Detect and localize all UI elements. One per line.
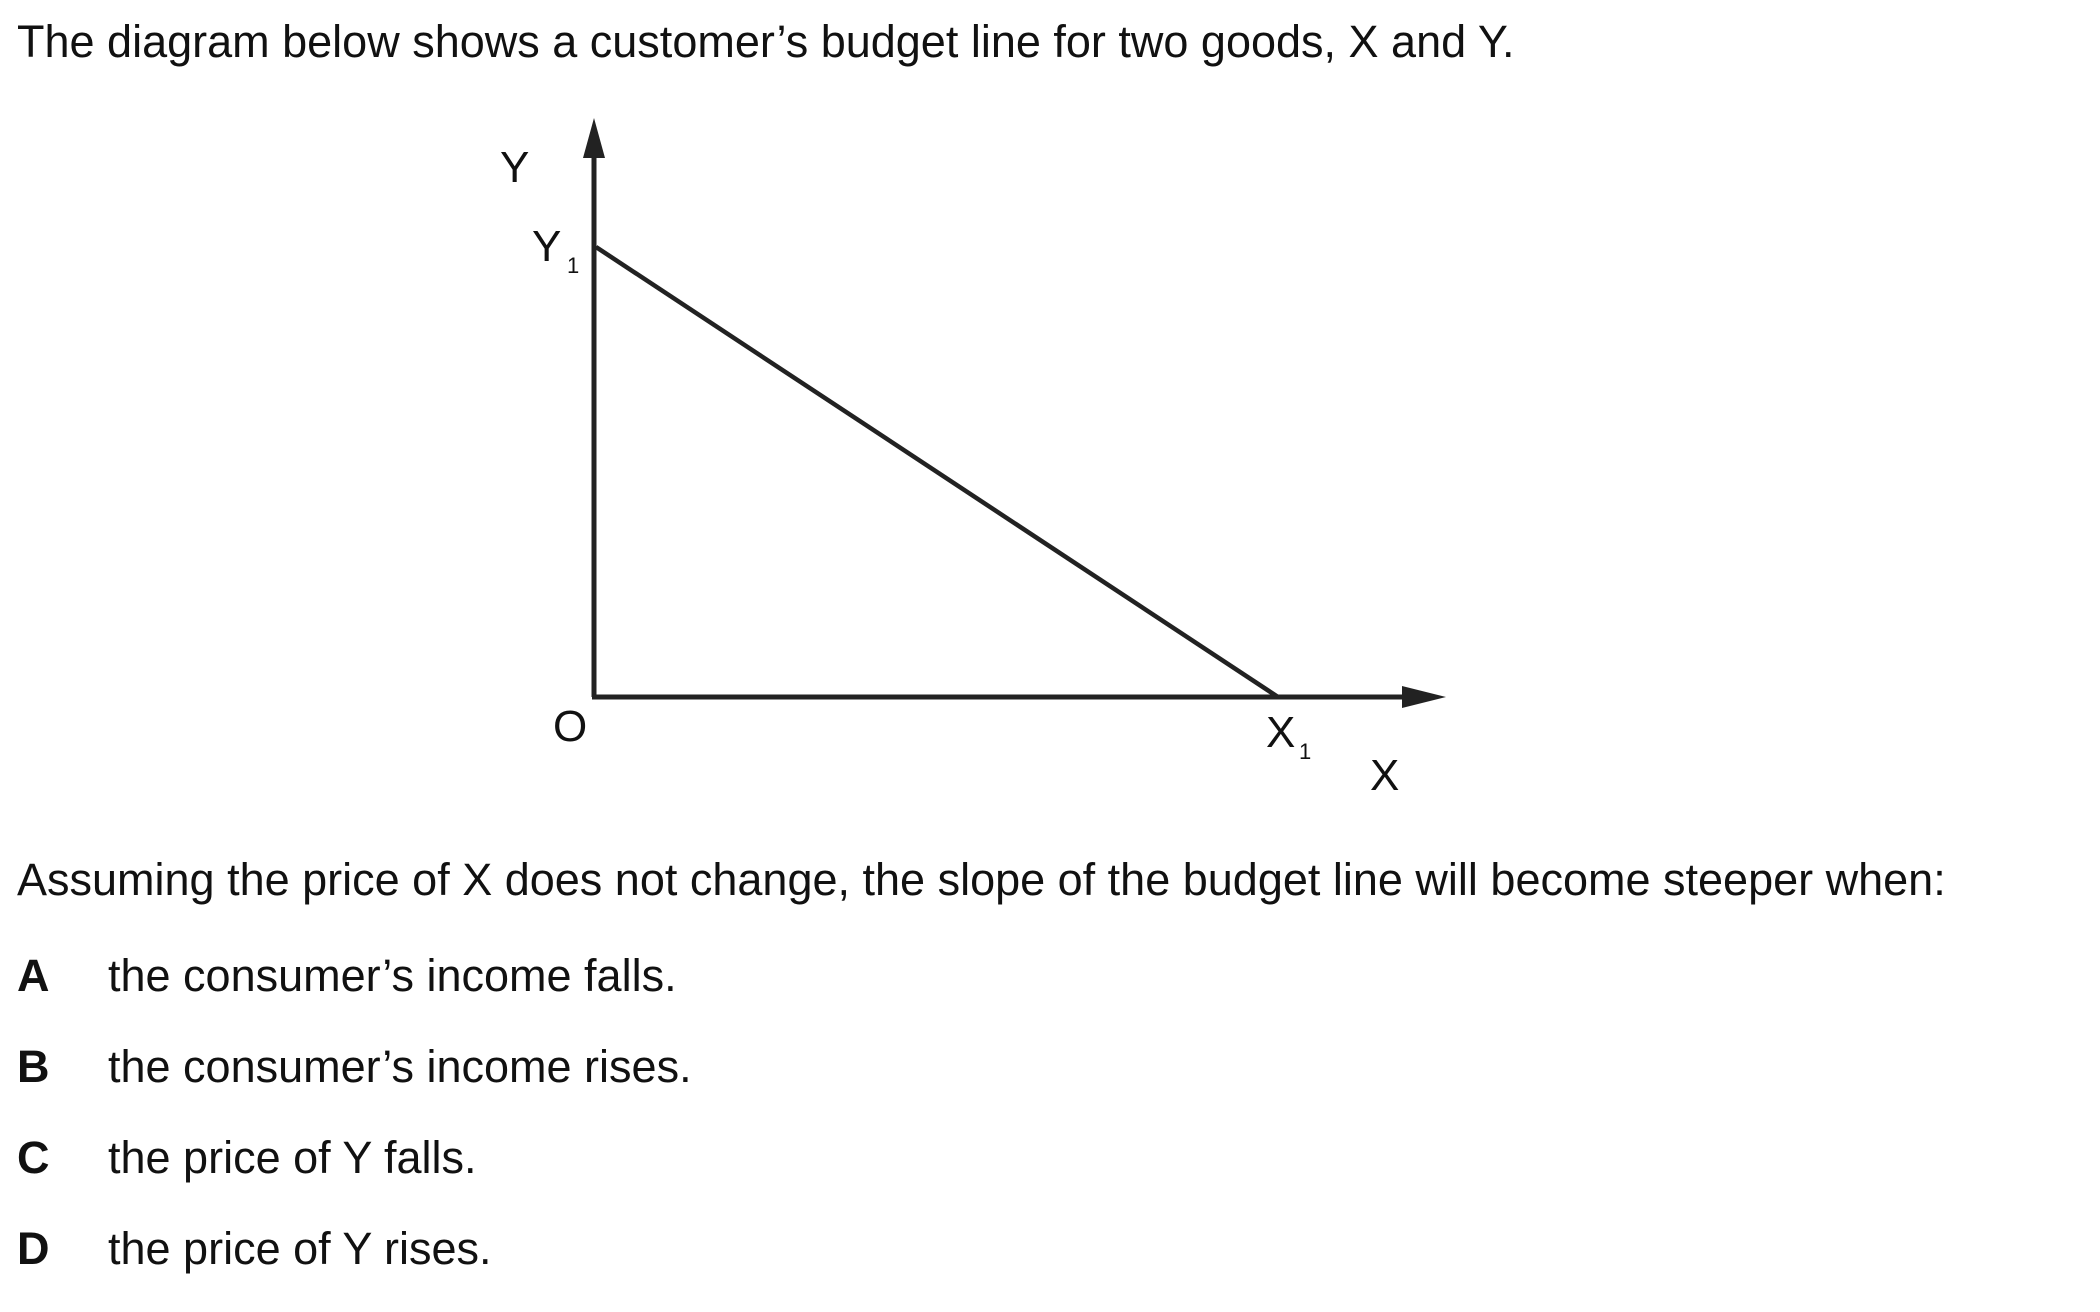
option-text: the price of Y falls. (108, 1132, 477, 1183)
option-letter: C (17, 1132, 50, 1183)
origin-label: O (553, 702, 587, 751)
option-text: the consumer’s income rises. (108, 1041, 692, 1092)
option-letter: D (17, 1223, 50, 1274)
option-text: the consumer’s income falls. (108, 950, 677, 1001)
option-text: the price of Y rises. (108, 1223, 492, 1274)
y-intercept-label: Y (532, 222, 561, 271)
question-text: Assuming the price of X does not change,… (17, 854, 1946, 905)
x-intercept-subscript: 1 (1299, 739, 1311, 764)
y-axis-arrowhead (583, 118, 605, 158)
y-axis-label: Y (500, 143, 529, 192)
y-intercept-subscript: 1 (567, 253, 579, 278)
budget-line (594, 245, 1280, 699)
option-letter: B (17, 1041, 50, 1092)
option-letter: A (17, 950, 50, 1001)
x-intercept-label: X (1266, 708, 1295, 757)
intro-text: The diagram below shows a customer’s bud… (17, 16, 1515, 67)
x-axis-label: X (1370, 751, 1399, 800)
x-axis-arrowhead (1402, 686, 1446, 708)
